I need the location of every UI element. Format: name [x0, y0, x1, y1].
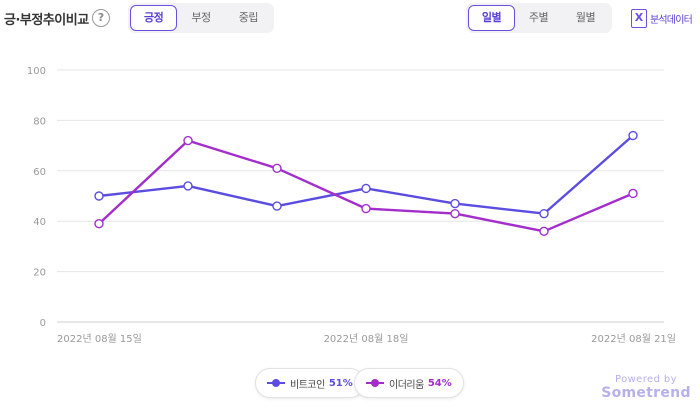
- y-tick-label: 100: [27, 66, 46, 77]
- legend-series-name: 비트코인: [290, 379, 325, 391]
- data-point: [361, 203, 371, 214]
- y-tick-label: 0: [40, 318, 46, 329]
- data-point: [628, 130, 638, 141]
- export-data-button[interactable]: X 분석데이터: [631, 8, 693, 28]
- y-tick-label: 80: [33, 116, 46, 127]
- legend-swatch: [267, 378, 285, 388]
- brand-logo-text: Sometrend: [601, 385, 691, 401]
- data-point: [450, 208, 460, 219]
- tab-neutral[interactable]: 중립: [238, 11, 259, 24]
- data-point: [272, 163, 282, 173]
- tab-weekly[interactable]: 주별: [528, 11, 549, 24]
- x-tick-label: 2022년 08월 21일: [591, 333, 676, 345]
- tab-daily[interactable]: 일별: [468, 5, 515, 31]
- chart-title: 긍·부정추이비교: [4, 13, 89, 28]
- legend-item-ethereum[interactable]: 이더리움 54%: [354, 368, 464, 398]
- sentiment-toggle: 긍정 부정 중립: [128, 3, 274, 33]
- data-point: [183, 181, 193, 191]
- tab-positive[interactable]: 긍정: [130, 5, 178, 31]
- data-point: [539, 208, 549, 219]
- y-tick-label: 40: [33, 217, 46, 228]
- legend-swatch: [366, 378, 384, 388]
- excel-icon: X: [631, 8, 647, 28]
- data-point: [94, 191, 104, 201]
- series-line-1: [98, 134, 634, 215]
- data-point: [183, 135, 193, 146]
- tab-negative[interactable]: 부정: [191, 11, 211, 24]
- legend-series-name: 이더리움: [389, 379, 424, 391]
- legend-series-percent: 51%: [328, 377, 353, 389]
- powered-by-badge: Powered by Sometrend: [600, 374, 692, 401]
- period-toggle: 일별 주별 월별: [466, 3, 612, 33]
- x-tick-label: 2022년 08월 15일: [57, 333, 142, 345]
- data-point: [450, 198, 460, 209]
- x-tick-label: 2022년 08월 18일: [324, 333, 409, 345]
- powered-by-text: Powered by: [615, 374, 677, 385]
- y-tick-label: 60: [33, 167, 46, 178]
- legend-item-bitcoin[interactable]: 비트코인 51%: [255, 368, 365, 398]
- data-point: [94, 219, 104, 229]
- chart-header: 긍·부정추이비교 ? 긍정 부정 중립 일별 주별 월별 X 분석데이터: [0, 0, 700, 38]
- export-data-label: 분석데이터: [650, 14, 693, 26]
- tab-monthly[interactable]: 월별: [575, 11, 596, 24]
- data-point: [272, 201, 282, 211]
- legend-series-percent: 54%: [427, 377, 452, 389]
- data-point: [539, 226, 549, 236]
- data-point: [628, 188, 638, 199]
- help-icon[interactable]: ?: [92, 9, 110, 27]
- y-tick-label: 20: [33, 268, 46, 279]
- trend-line-chart: 0 20 40 60 80 100 2022년 08월 15일 2022년 08월 18일 20…: [27, 66, 676, 345]
- data-point: [361, 183, 371, 194]
